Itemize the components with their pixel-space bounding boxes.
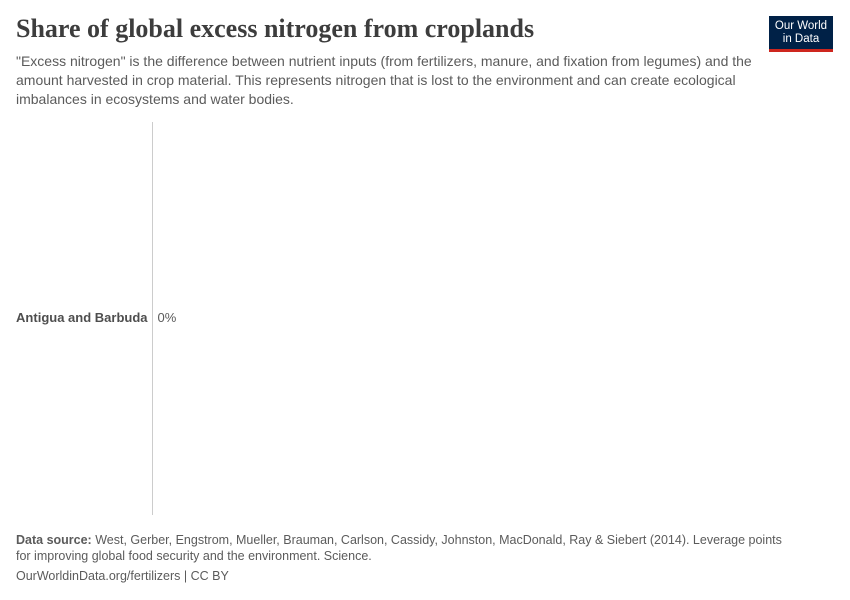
source-text: West, Gerber, Engstrom, Mueller, Brauman… [16, 533, 782, 563]
chart-subtitle: "Excess nitrogen" is the difference betw… [16, 53, 752, 107]
category-label: Antigua and Barbuda [16, 310, 148, 325]
logo[interactable]: Our World in Data [769, 16, 833, 52]
source-label: Data source: [16, 533, 92, 547]
footer[interactable]: OurWorldinData.org/fertilizers | CC BY [16, 569, 229, 583]
logo-line: in Data [782, 32, 820, 45]
source: Data source: West, Gerber, Engstrom, Mue… [16, 532, 796, 564]
value-label: 0% [158, 310, 177, 325]
logo-line: Our World [774, 20, 828, 32]
chart: Antigua and Barbuda 0% [16, 122, 177, 515]
chart-title: Share of global excess nitrogen from cro… [16, 14, 535, 43]
